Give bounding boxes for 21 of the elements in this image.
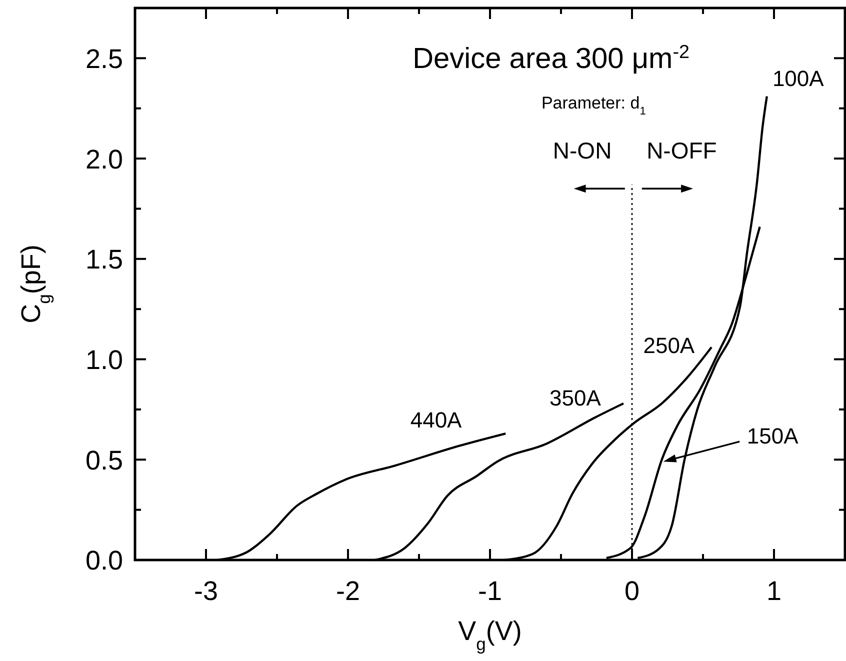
y-tick-label: 2.0 bbox=[85, 144, 123, 174]
x-tick-label: -2 bbox=[336, 576, 360, 606]
annotation: N-OFF bbox=[646, 138, 717, 164]
annotation: Parameter: d$_{1}$ bbox=[541, 93, 646, 118]
x-tick-label: 1 bbox=[766, 576, 782, 606]
y-tick-label: 0.5 bbox=[85, 445, 123, 476]
x-axis-title: V$_{g}$(V) bbox=[458, 616, 522, 654]
text: 150A bbox=[746, 423, 799, 448]
x-tick-label: -1 bbox=[478, 576, 502, 606]
y-tick-label: 1.0 bbox=[85, 344, 123, 375]
y-tick-label: 1.5 bbox=[85, 244, 123, 275]
x-tick-label: -3 bbox=[194, 576, 218, 606]
annotation: Device area 300 μm$^{-2}$ bbox=[412, 40, 690, 76]
annotation: N-ON bbox=[552, 138, 612, 164]
legend-label: 100A bbox=[772, 66, 824, 92]
x-tick-label: 0 bbox=[624, 576, 640, 606]
series-label: 250A bbox=[643, 333, 695, 358]
series-label: 440A bbox=[410, 407, 462, 432]
y-tick-label: 0.0 bbox=[85, 546, 123, 576]
series-label: 350A bbox=[550, 385, 602, 410]
y-tick-label: 2.5 bbox=[85, 44, 123, 74]
